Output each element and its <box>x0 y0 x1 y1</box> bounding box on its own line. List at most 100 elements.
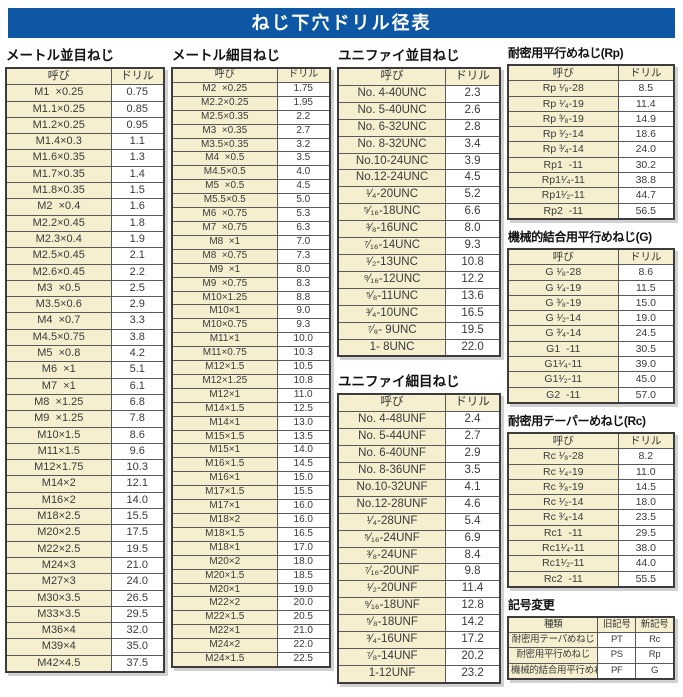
section-g: 機械的結合用平行めねじ(G) 呼び ドリル G ¹⁄₈-28 8.6 G ¹⁄₄-19 11… <box>507 228 675 404</box>
drill-size-cell: 4.0 <box>276 165 331 181</box>
thread-name-cell: M3.5×0.35 <box>171 137 278 153</box>
thread-name-cell: M16×1 <box>171 471 278 487</box>
thread-name-cell: ¹⁄₄-28UNF <box>337 512 447 531</box>
drill-size-cell: 8.2 <box>617 448 675 465</box>
thread-name-cell: M18×1 <box>171 540 278 556</box>
table-row: M17×1.5 15.5 <box>171 485 331 501</box>
thread-name-cell: M1 ×0.25 <box>5 84 112 102</box>
table-row: 1- 8UNC 22.0 <box>337 338 501 357</box>
thread-name-cell: Rc ¹⁄₈-28 <box>507 448 619 465</box>
drill-size-cell: 3.9 <box>445 152 501 171</box>
section-metric_fine: メートル細目ねじ 呼び ドリル M2 ×0.25 1.75 M2.2×0.25 1.95 M2… <box>171 44 331 668</box>
section-rc: 耐密用テーパーめねじ(Rc) 呼び ドリル Rc ¹⁄₈-28 8.2 Rc ¹⁄₄-19… <box>507 412 675 588</box>
thread-name-cell: M30×3.5 <box>5 589 112 607</box>
table-row: No.12-24UNC 4.5 <box>337 169 501 188</box>
column-header-name: 種類 <box>507 616 599 634</box>
drill-size-cell: 2.6 <box>445 101 501 120</box>
table-row: M4 ×0.5 3.5 <box>171 151 331 167</box>
drill-size-cell: 9.0 <box>276 304 331 320</box>
drill-size-cell: 15.5 <box>276 485 331 501</box>
drill-size-cell: 10.8 <box>445 253 501 272</box>
thread-name-cell: M10×1 <box>171 304 278 320</box>
thread-name-cell: M2.5×0.45 <box>5 247 112 265</box>
table-row: ¹⁄₂-13UNC 10.8 <box>337 253 501 272</box>
drill-size-cell: 0.85 <box>110 100 165 118</box>
drill-size-cell: 1.3 <box>110 149 165 167</box>
drill-size-cell: 2.2 <box>110 263 165 281</box>
drill-size-cell: 4.1 <box>445 478 501 497</box>
table-row: M2.2×0.25 1.95 <box>171 95 331 111</box>
thread-name-cell: ⁷⁄₈- 9UNC <box>337 321 447 340</box>
table-row: M24×1.5 22.5 <box>171 652 331 668</box>
column-header-name: 呼び <box>337 393 447 413</box>
thread-name-cell: G ³⁄₄-14 <box>507 325 619 342</box>
drill-size-cell: 44.0 <box>617 555 675 572</box>
thread-name-cell: Rc1¹⁄₂-11 <box>507 555 619 572</box>
drill-size-cell: 8.6 <box>110 426 165 444</box>
table-row: M36×4 32.0 <box>5 622 165 640</box>
table-row: M9 ×0.75 8.3 <box>171 276 331 292</box>
table-row: Rc1¹⁄₂-11 44.0 <box>507 555 675 572</box>
table-row: M5 ×0.5 4.5 <box>171 179 331 195</box>
thread-name-cell: M9 ×1.25 <box>5 410 112 428</box>
section-rp: 耐密用平行めねじ(Rp) 呼び ドリル Rp ¹⁄₈-28 8.5 Rp ¹⁄₄-19 11… <box>507 44 675 220</box>
drill-size-cell: 14.0 <box>110 491 165 510</box>
drill-size-cell: 10.8 <box>276 373 331 389</box>
thread-name-cell: 1-12UNF <box>337 664 447 684</box>
table-row: M20×1.5 18.5 <box>171 568 331 584</box>
table-row: M10×0.75 9.3 <box>171 318 331 334</box>
table-column-4: 耐密用平行めねじ(Rp) 呼び ドリル Rp ¹⁄₈-28 8.5 Rp ¹⁄₄-19 11… <box>507 44 675 688</box>
drill-size-cell: 13.6 <box>445 287 501 306</box>
thread-name-cell: No. 4-48UNF <box>337 411 447 430</box>
drill-size-cell: 7.0 <box>276 234 331 250</box>
thread-name-cell: M16×1.5 <box>171 457 278 473</box>
thread-name-cell: Rp1 -11 <box>507 156 619 174</box>
drill-size-cell: 16.0 <box>276 499 331 514</box>
new-symbol-cell: Rc <box>635 632 675 649</box>
table-row: M10×1.25 8.8 <box>171 290 331 306</box>
drill-size-cell: 16.0 <box>276 513 331 528</box>
table-row: M16×1.5 14.5 <box>171 457 331 473</box>
table-row: Rc ³⁄₄-14 23.5 <box>507 509 675 526</box>
thread-name-cell: M3.5×0.6 <box>5 296 112 314</box>
thread-name-cell: ¹⁄₂-20UNF <box>337 580 447 599</box>
table-row: M24×3 21.0 <box>5 556 165 575</box>
thread-name-cell: M4 ×0.7 <box>5 312 112 330</box>
drill-size-cell: 4.5 <box>276 179 331 195</box>
thread-name-cell: M11×1.5 <box>5 442 112 461</box>
table-row: ⁹⁄₁₆-12UNC 12.2 <box>337 270 501 289</box>
thread-name-cell: No. 5-40UNC <box>337 101 447 120</box>
drill-size-cell: 14.5 <box>617 478 675 496</box>
thread-name-cell: M36×4 <box>5 622 112 640</box>
drill-size-cell: 17.5 <box>110 524 165 542</box>
drill-size-cell: 24.0 <box>110 573 165 591</box>
table-row: G ³⁄₄-14 24.5 <box>507 325 675 342</box>
drill-size-cell: 5.4 <box>445 512 501 531</box>
table-row: M27×3 24.0 <box>5 573 165 591</box>
thread-name-cell: ¹⁄₂-13UNC <box>337 253 447 272</box>
column-header-drill: ドリル <box>617 64 675 82</box>
drill-size-cell: 13.0 <box>276 415 331 431</box>
drill-size-cell: 20.0 <box>276 596 331 612</box>
table-row: ⁹⁄₁₆-18UNF 12.8 <box>337 597 501 616</box>
thread-name-cell: G ³⁄₈-19 <box>507 294 619 312</box>
thread-name-cell: M1.7×0.35 <box>5 165 112 184</box>
thread-name-cell: G ¹⁄₂-14 <box>507 310 619 327</box>
drill-size-cell: 14.9 <box>617 110 675 128</box>
table-row: M17×1 16.0 <box>171 499 331 514</box>
drill-size-cell: 2.9 <box>110 296 165 314</box>
drill-size-cell: 16.5 <box>445 304 501 323</box>
drill-size-cell: 1.8 <box>110 214 165 232</box>
drill-size-cell: 15.5 <box>110 508 165 526</box>
table-row: M4 ×0.7 3.3 <box>5 312 165 330</box>
thread-name-cell: M15×1 <box>171 443 278 459</box>
drill-size-cell: 5.3 <box>276 207 331 222</box>
thread-name-cell: M12×1.75 <box>5 459 112 477</box>
drill-size-cell: 29.5 <box>110 605 165 624</box>
table-row: G ¹⁄₂-14 19.0 <box>507 310 675 327</box>
thread-name-cell: Rc ³⁄₄-14 <box>507 509 619 526</box>
drill-size-cell: 2.4 <box>445 411 501 430</box>
table-row: M18×2 16.0 <box>171 513 331 528</box>
drill-size-cell: 9.3 <box>276 318 331 334</box>
thread-name-cell: M18×2.5 <box>5 508 112 526</box>
